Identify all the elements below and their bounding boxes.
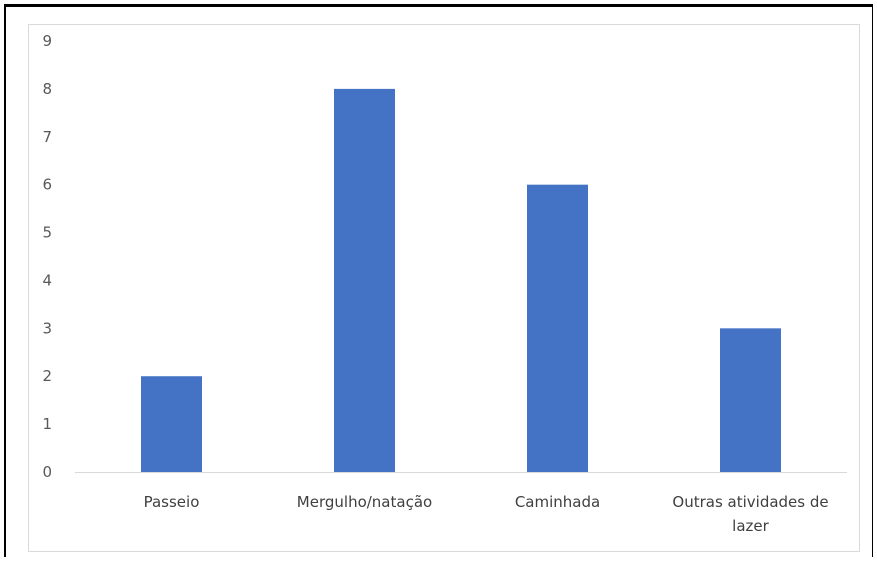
y-tick-label: 8 — [42, 80, 52, 98]
y-tick-label: 5 — [42, 224, 52, 242]
x-category-label: Mergulho/natação — [297, 493, 432, 511]
x-category-label: Outras atividades de lazer — [672, 493, 828, 535]
y-axis-tick-labels: 0 1 2 3 4 5 6 7 8 9 — [42, 32, 52, 481]
y-tick-label: 9 — [42, 32, 52, 50]
bar — [334, 88, 395, 472]
x-category-label: Caminhada — [515, 493, 600, 511]
y-tick-label: 4 — [42, 271, 52, 289]
bars — [141, 88, 781, 472]
y-tick-label: 1 — [42, 415, 52, 433]
bar — [141, 376, 202, 472]
x-category-label: Passeio — [144, 493, 200, 511]
y-tick-label: 6 — [42, 176, 52, 194]
bar — [720, 328, 781, 472]
y-tick-label: 2 — [42, 367, 52, 385]
y-tick-label: 0 — [42, 463, 52, 481]
bar — [527, 184, 588, 472]
chart-frame — [4, 4, 873, 557]
x-axis-category-labels: Passeio Mergulho/natação Caminhada Outras a… — [144, 493, 829, 535]
y-tick-label: 3 — [42, 319, 52, 337]
y-tick-label: 7 — [42, 128, 52, 146]
